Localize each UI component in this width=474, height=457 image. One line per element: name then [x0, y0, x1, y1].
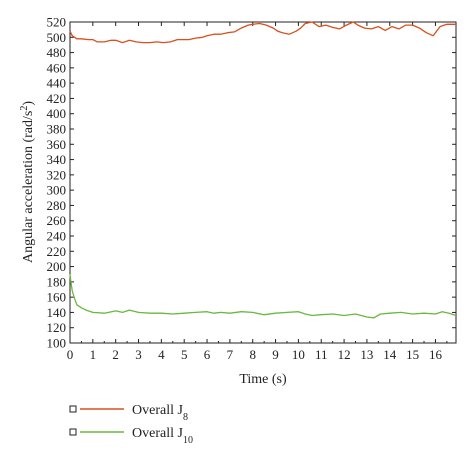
series-line-j8 [69, 21, 456, 44]
plot-frame [69, 21, 457, 344]
x-axis-label: Time (s) [239, 372, 287, 387]
x-tick-label: 6 [204, 347, 211, 362]
y-tick-label: 240 [47, 229, 67, 244]
y-tick-label: 320 [47, 167, 67, 182]
y-tick-label: 380 [47, 122, 67, 137]
x-tick-label: 14 [383, 347, 397, 362]
y-tick-label: 400 [47, 106, 67, 121]
y-tick-label: 440 [47, 76, 67, 91]
x-tick-label: 9 [272, 347, 279, 362]
x-tick-label: 15 [406, 347, 419, 362]
x-tick-label: 4 [158, 347, 165, 362]
y-tick-label: 220 [47, 244, 67, 259]
x-tick-label: 0 [67, 347, 74, 362]
x-tick-label: 12 [338, 347, 351, 362]
x-tick-label: 5 [181, 347, 188, 362]
y-tick-label: 520 [47, 15, 67, 30]
y-tick-label: 160 [47, 290, 67, 305]
y-tick-label: 120 [47, 320, 67, 335]
y-tick-label: 480 [47, 45, 67, 60]
y-tick-label: 460 [47, 60, 67, 75]
x-tick-label: 11 [315, 347, 328, 362]
x-tick-label: 13 [360, 347, 373, 362]
legend-marker-j8 [69, 405, 77, 413]
y-tick-label: 300 [47, 183, 67, 198]
legend-entry-j8: Overall J8 [69, 403, 188, 423]
y-axis: 1001201401601802002202402602803003203403… [47, 15, 456, 351]
y-tick-label: 360 [47, 137, 67, 152]
y-tick-label: 420 [47, 91, 67, 106]
legend: Overall J8 Overall J10 [69, 403, 193, 446]
x-tick-label: 7 [227, 347, 234, 362]
y-axis-label: Angular acceleration (rad/s2) [19, 101, 37, 263]
x-tick-label: 8 [249, 347, 256, 362]
legend-label-j10: Overall J10 [132, 426, 193, 446]
y-tick-label: 260 [47, 213, 67, 228]
y-tick-label: 280 [47, 198, 67, 213]
x-tick-label: 16 [429, 347, 443, 362]
legend-label-j8: Overall J8 [132, 403, 188, 423]
y-tick-label: 100 [47, 336, 67, 351]
legend-marker-j10 [69, 428, 77, 436]
x-tick-label: 1 [90, 347, 97, 362]
y-tick-label: 200 [47, 259, 67, 274]
legend-entry-j10: Overall J10 [69, 426, 193, 446]
x-tick-label: 3 [135, 347, 142, 362]
series-lines [69, 21, 457, 319]
x-tick-label: 10 [292, 347, 305, 362]
series-line-j10 [69, 274, 457, 319]
x-axis: 0 1 2 3 4 5 6 7 8 9 10 11 12 13 14 15 16 [67, 22, 448, 362]
y-tick-label: 340 [47, 152, 67, 167]
x-tick-label: 2 [112, 347, 119, 362]
y-tick-label: 500 [47, 30, 67, 45]
y-tick-label: 140 [47, 305, 67, 320]
y-tick-label: 180 [47, 274, 67, 289]
